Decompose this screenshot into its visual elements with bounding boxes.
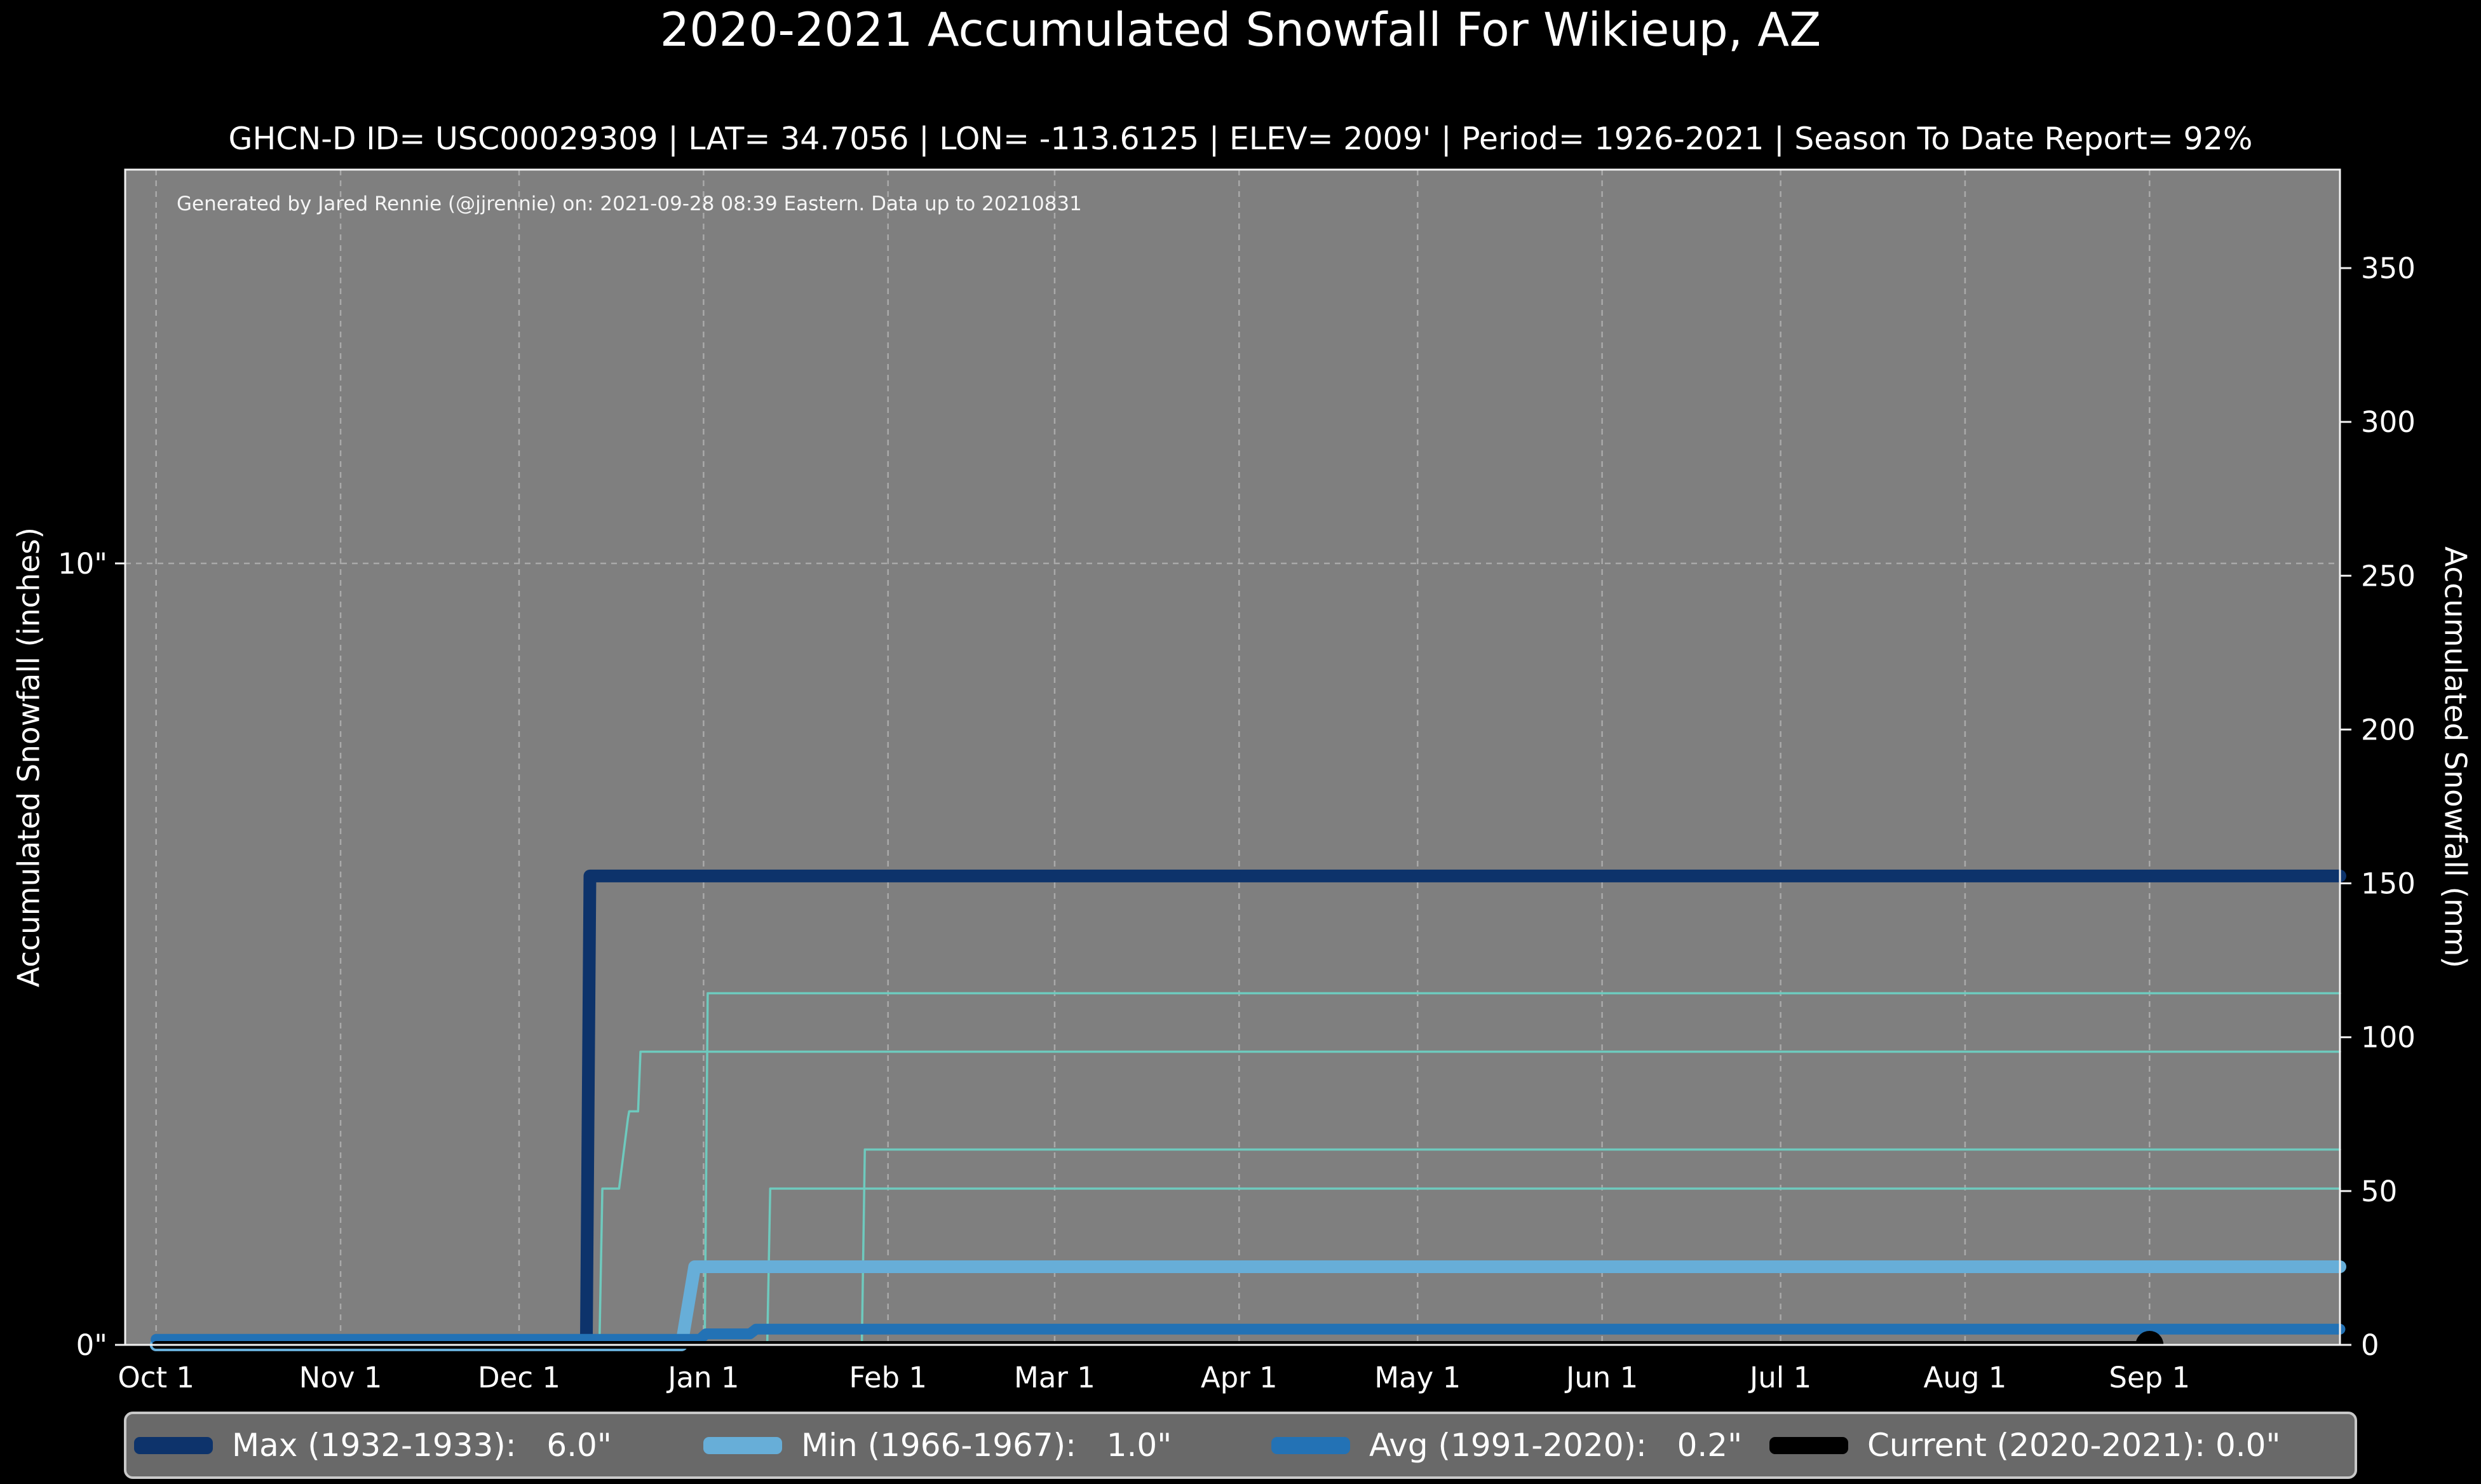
series-line-avg [151, 1323, 2346, 1345]
y-right-tick-label: 200 [2361, 713, 2416, 746]
chart-title: 2020-2021 Accumulated Snowfall For Wikie… [659, 3, 1822, 57]
x-tick-label: Oct 1 [118, 1361, 194, 1394]
legend-item-current: Current (2020-2021): 0.0" [1769, 1414, 2281, 1476]
x-tick-label: Feb 1 [849, 1361, 927, 1394]
y-axis-title-inches: Accumulated Snowfall (inches) [11, 527, 47, 988]
x-tick-label: May 1 [1374, 1361, 1461, 1394]
legend-swatch-current [1769, 1436, 1848, 1454]
y-right-tick-label: 250 [2361, 559, 2416, 593]
legend-swatch-max [134, 1436, 213, 1454]
x-tick-label: Dec 1 [478, 1361, 560, 1394]
legend: Max (1932-1933): 6.0" Min (1966-1967): 1… [124, 1412, 2357, 1479]
axes-spines [124, 168, 2341, 1346]
y-right-tick-label: 0 [2361, 1328, 2379, 1362]
y-right-tick-label: 350 [2361, 252, 2416, 285]
y-axis-title-mm: Accumulated Snowfall (mm) [2437, 546, 2473, 968]
legend-item-max: Max (1932-1933): 6.0" [134, 1414, 612, 1476]
plot-background [125, 170, 2340, 1345]
series-line-other-season-a [154, 1050, 2341, 1346]
legend-item-avg: Avg (1991-2020): 0.2" [1271, 1414, 1742, 1476]
legend-swatch-min [703, 1436, 782, 1454]
station-metadata-subtitle: GHCN-D ID= USC00029309 | LAT= 34.7056 | … [228, 121, 2253, 157]
legend-label-max: Max (1932-1933): 6.0" [232, 1427, 612, 1464]
x-tick-label: Mar 1 [1014, 1361, 1095, 1394]
y-left-tick-label: 0" [76, 1328, 107, 1362]
legend-label-current: Current (2020-2021): 0.0" [1867, 1427, 2281, 1464]
legend-label-min: Min (1966-1967): 1.0" [801, 1427, 1172, 1464]
y-right-tick-label: 100 [2361, 1021, 2416, 1055]
generated-by-note: Generated by Jared Rennie (@jjrennie) on… [177, 192, 1082, 215]
x-tick-label: Jan 1 [666, 1361, 739, 1394]
y-right-tick-label: 150 [2361, 867, 2416, 901]
x-tick-label: Sep 1 [2109, 1361, 2190, 1394]
x-tick-label: Jun 1 [1564, 1361, 1638, 1394]
x-tick-label: Apr 1 [1201, 1361, 1278, 1394]
legend-swatch-avg [1271, 1436, 1350, 1454]
x-tick-label: Jul 1 [1748, 1361, 1811, 1394]
y-left-tick-label: 10" [58, 547, 107, 581]
y-right-tick-label: 50 [2361, 1175, 2397, 1208]
y-right-tick-label: 300 [2361, 405, 2416, 439]
legend-label-avg: Avg (1991-2020): 0.2" [1369, 1427, 1743, 1464]
x-tick-label: Aug 1 [1924, 1361, 2007, 1394]
x-tick-label: Nov 1 [299, 1361, 382, 1394]
legend-item-min: Min (1966-1967): 1.0" [703, 1414, 1172, 1476]
